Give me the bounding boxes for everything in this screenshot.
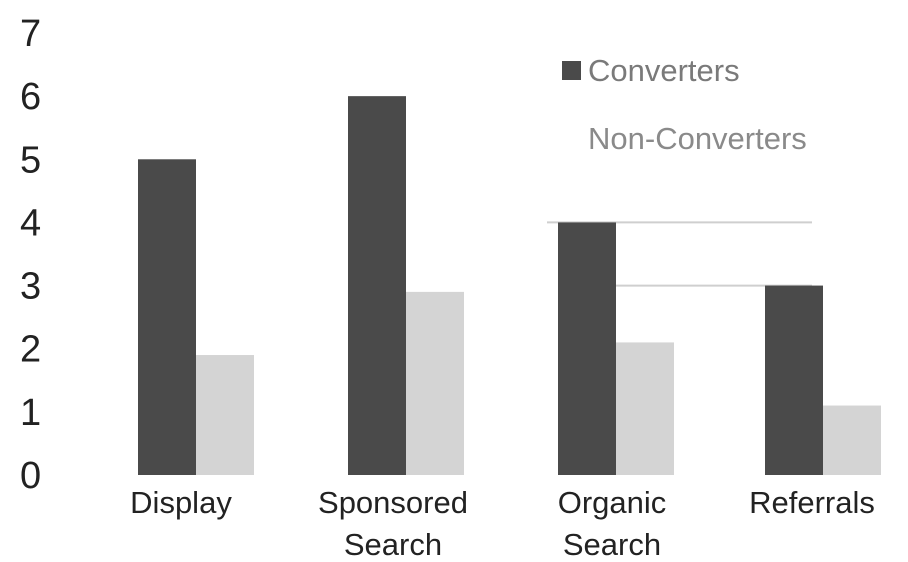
bar-non-converters-sponsored-search [406,291,464,475]
bar-converters-referrals [765,285,823,475]
x-tick-label-sponsored-search: Sponsored Search [318,485,468,562]
y-tick-label: 5 [20,139,41,181]
y-tick-label: 0 [20,455,41,497]
x-axis-labels: Display Sponsored Search Organic Search Refer… [130,485,875,562]
bar-converters-organic-search [558,222,616,475]
x-tick-label-organic-search: Organic Search [558,485,667,562]
bars [138,96,881,476]
y-tick-label: 7 [20,13,41,55]
bar-non-converters-referrals [823,405,881,475]
y-tick-label: 3 [20,266,41,308]
legend-label-converters: Converters [588,53,740,88]
bar-converters-display [138,159,196,476]
y-tick-label: 2 [20,329,41,371]
y-tick-label: 6 [20,76,41,118]
x-tick-label-display: Display [130,485,232,520]
y-tick-label: 4 [20,202,41,244]
bar-non-converters-organic-search [616,342,674,475]
x-tick-label-referrals: Referrals [749,485,875,520]
bar-converters-sponsored-search [348,96,406,476]
legend-label-non-converters: Non-Converters [588,121,807,156]
y-tick-label: 1 [20,392,41,434]
y-axis-ticks: 0 1 2 3 4 5 6 7 [20,13,41,497]
legend-swatch-converters [562,61,581,80]
legend: Converters Non-Converters [562,53,807,156]
bar-non-converters-display [196,355,254,475]
